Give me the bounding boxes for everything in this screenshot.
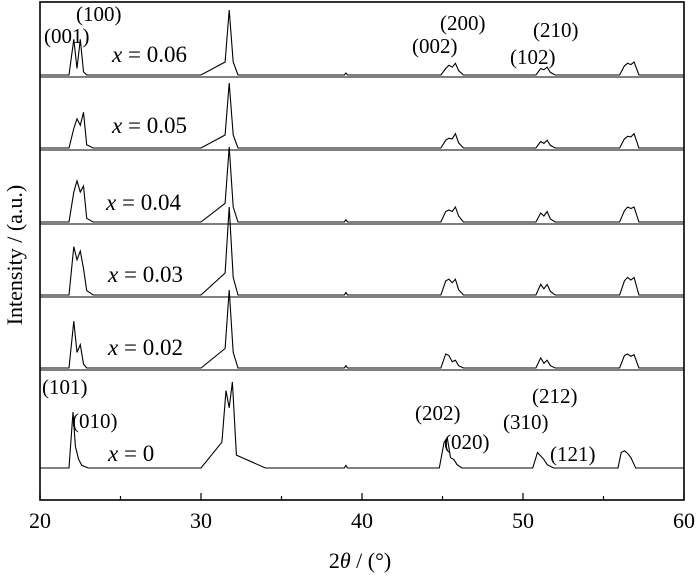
series-traces — [40, 9, 684, 469]
peak-annotations: (001)(100) (002)(200) (102) (210) (101) (010)… — [42, 2, 596, 466]
x-tick-label-60: 60 — [673, 508, 695, 533]
x-tick-label-40: 40 — [351, 508, 373, 533]
peak-annotation-5-3: (202) — [415, 401, 461, 425]
series-label-5: x = 0.02 — [107, 335, 183, 360]
series-label-1: x = 0.06 — [111, 42, 187, 67]
peak-annotation-0-2: (100) — [76, 2, 122, 26]
series-label-3: x = 0.04 — [105, 190, 181, 215]
series-label-4: x = 0.03 — [107, 262, 183, 287]
x-tick-label-30: 30 — [190, 508, 212, 533]
peak-annotation-0-6: (210) — [533, 18, 579, 42]
peak-annotation-5-6: (212) — [532, 384, 578, 408]
peak-annotation-5-2: (010) — [72, 409, 118, 433]
peak-annotation-5-1: (101) — [42, 375, 88, 399]
peak-annotation-0-1: (001) — [44, 24, 90, 48]
peak-annotation-5-4: (020) — [444, 430, 490, 454]
peak-annotation-0-4: (200) — [440, 11, 486, 35]
series-trace-5 — [40, 289, 684, 369]
peak-annotation-5-7: (121) — [550, 442, 596, 466]
x-axis-ticks: 20 30 40 50 60 — [29, 493, 695, 533]
series-trace-3 — [40, 146, 684, 223]
peak-annotation-0-5: (102) — [510, 45, 556, 69]
peak-annotation-5-5: (310) — [503, 410, 549, 434]
series-label-2: x = 0.05 — [111, 113, 187, 138]
series-trace-6 — [40, 381, 684, 469]
peak-annotation-0-3: (002) — [412, 34, 458, 58]
series-label-6: x = 0 — [107, 441, 154, 466]
series-labels: x = 0.06 x = 0.05 x = 0.04 x = 0.03 x = 0.02… — [105, 42, 187, 466]
y-axis-label: Intensity / (a.u.) — [2, 185, 27, 326]
series-trace-2 — [40, 82, 684, 149]
series-trace-1 — [40, 9, 684, 76]
series-trace-4 — [40, 206, 684, 296]
x-axis-label: 2θ / (°) — [329, 548, 391, 573]
x-tick-label-50: 50 — [512, 508, 534, 533]
x-tick-label-20: 20 — [29, 508, 51, 533]
